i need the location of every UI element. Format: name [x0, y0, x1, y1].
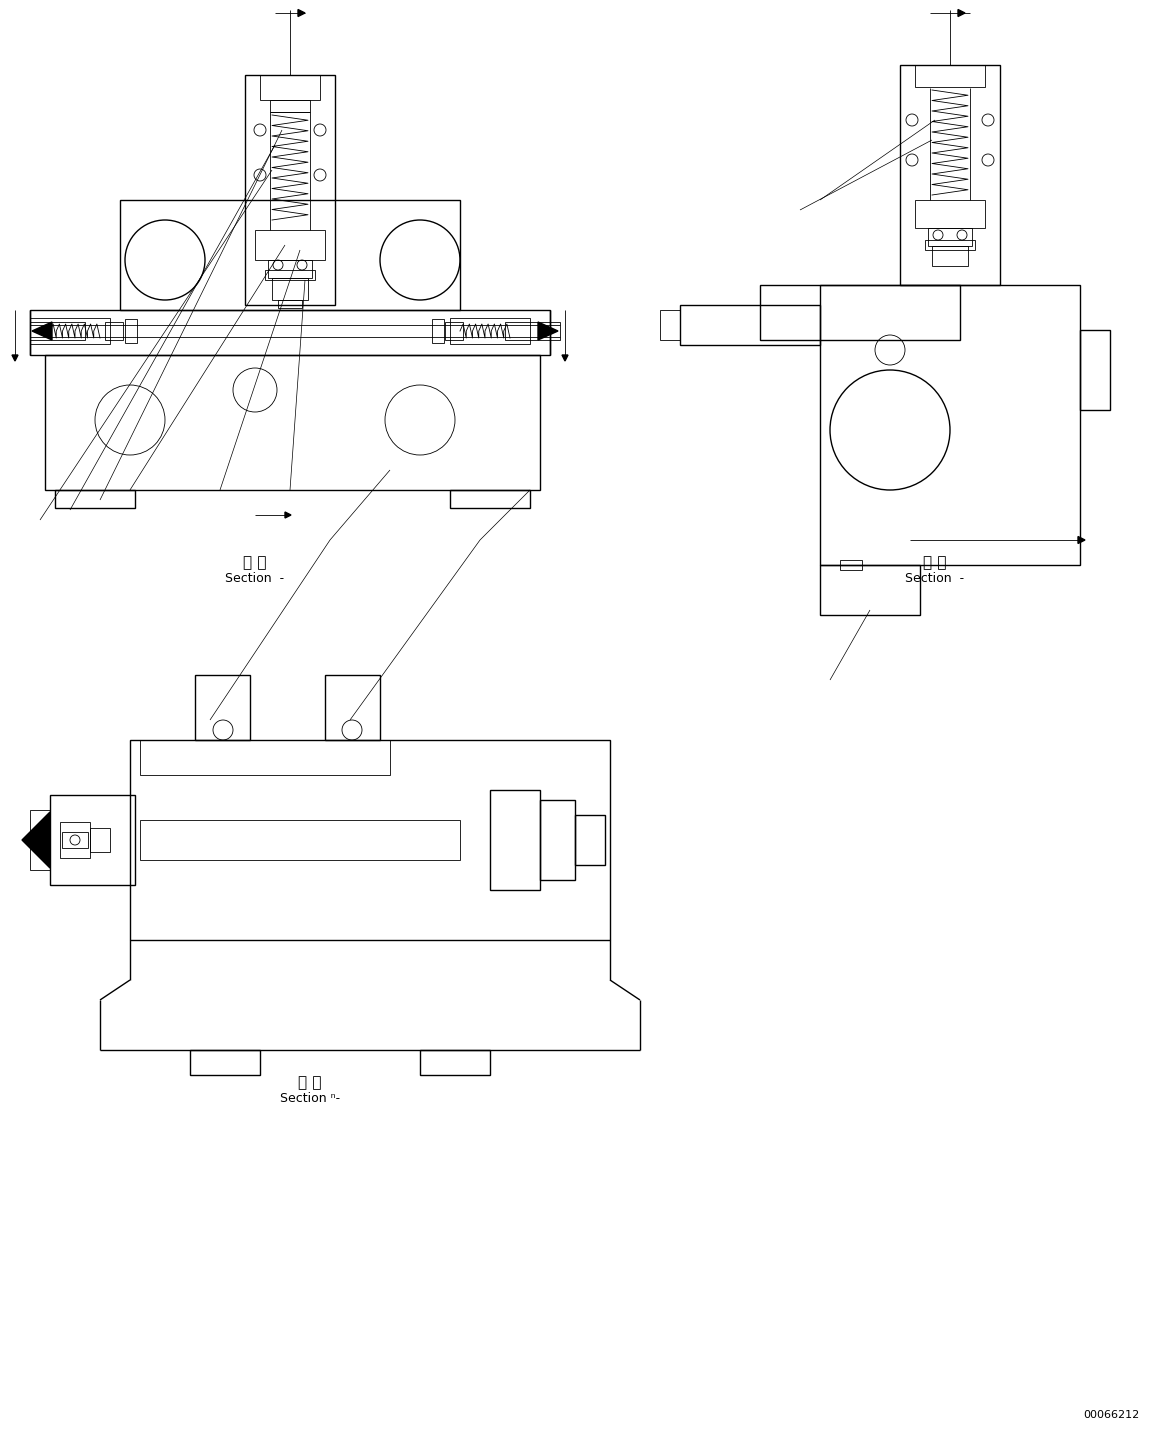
Polygon shape	[285, 512, 291, 518]
Polygon shape	[538, 322, 558, 341]
Bar	[925, 240, 975, 250]
Bar	[431, 319, 444, 343]
Bar	[45, 355, 540, 489]
Bar	[120, 200, 461, 311]
Bar	[90, 829, 110, 851]
Bar	[278, 301, 302, 308]
Bar	[680, 305, 820, 345]
Polygon shape	[958, 10, 965, 17]
Polygon shape	[1078, 537, 1085, 544]
Text: 断 面: 断 面	[298, 1075, 322, 1090]
Polygon shape	[298, 10, 305, 17]
Bar	[820, 565, 920, 615]
Bar	[272, 278, 308, 301]
Polygon shape	[22, 811, 50, 869]
Bar	[450, 318, 530, 343]
Polygon shape	[562, 355, 568, 361]
Bar	[490, 790, 540, 890]
Bar	[255, 230, 324, 260]
Bar	[575, 816, 605, 864]
Bar	[30, 322, 85, 341]
Bar	[759, 285, 959, 341]
Text: Section  -: Section -	[906, 572, 964, 585]
Bar	[30, 810, 50, 870]
Bar	[915, 64, 985, 87]
Bar	[130, 740, 611, 940]
Bar	[505, 322, 561, 341]
Bar	[840, 560, 862, 570]
Bar	[60, 821, 90, 859]
Bar	[105, 322, 123, 341]
Bar	[420, 1050, 490, 1075]
Bar	[267, 260, 312, 278]
Bar	[140, 740, 390, 776]
Polygon shape	[33, 322, 52, 341]
Bar	[270, 100, 311, 112]
Text: 00066212: 00066212	[1084, 1410, 1140, 1420]
Bar	[30, 311, 550, 355]
Bar	[195, 675, 250, 740]
Bar	[659, 311, 680, 341]
Bar	[540, 800, 575, 880]
Bar	[820, 285, 1080, 565]
Bar	[261, 74, 320, 100]
Bar	[30, 318, 110, 343]
Polygon shape	[12, 355, 17, 361]
Text: Section  -: Section -	[226, 572, 285, 585]
Bar	[450, 489, 530, 508]
Text: Section ⁿ-: Section ⁿ-	[280, 1092, 340, 1105]
Bar	[445, 322, 463, 341]
Bar	[932, 246, 968, 266]
Bar	[324, 675, 380, 740]
Bar	[55, 489, 135, 508]
Text: 断 面: 断 面	[923, 555, 947, 570]
Bar	[124, 319, 137, 343]
Bar	[928, 228, 972, 246]
Bar	[245, 74, 335, 305]
Bar	[265, 270, 315, 280]
Bar	[62, 831, 88, 849]
Bar	[915, 200, 985, 228]
Bar	[50, 796, 135, 884]
Bar	[1080, 331, 1110, 411]
Bar	[140, 820, 461, 860]
Bar	[900, 64, 1000, 285]
Bar	[190, 1050, 261, 1075]
Text: 断 面: 断 面	[243, 555, 266, 570]
